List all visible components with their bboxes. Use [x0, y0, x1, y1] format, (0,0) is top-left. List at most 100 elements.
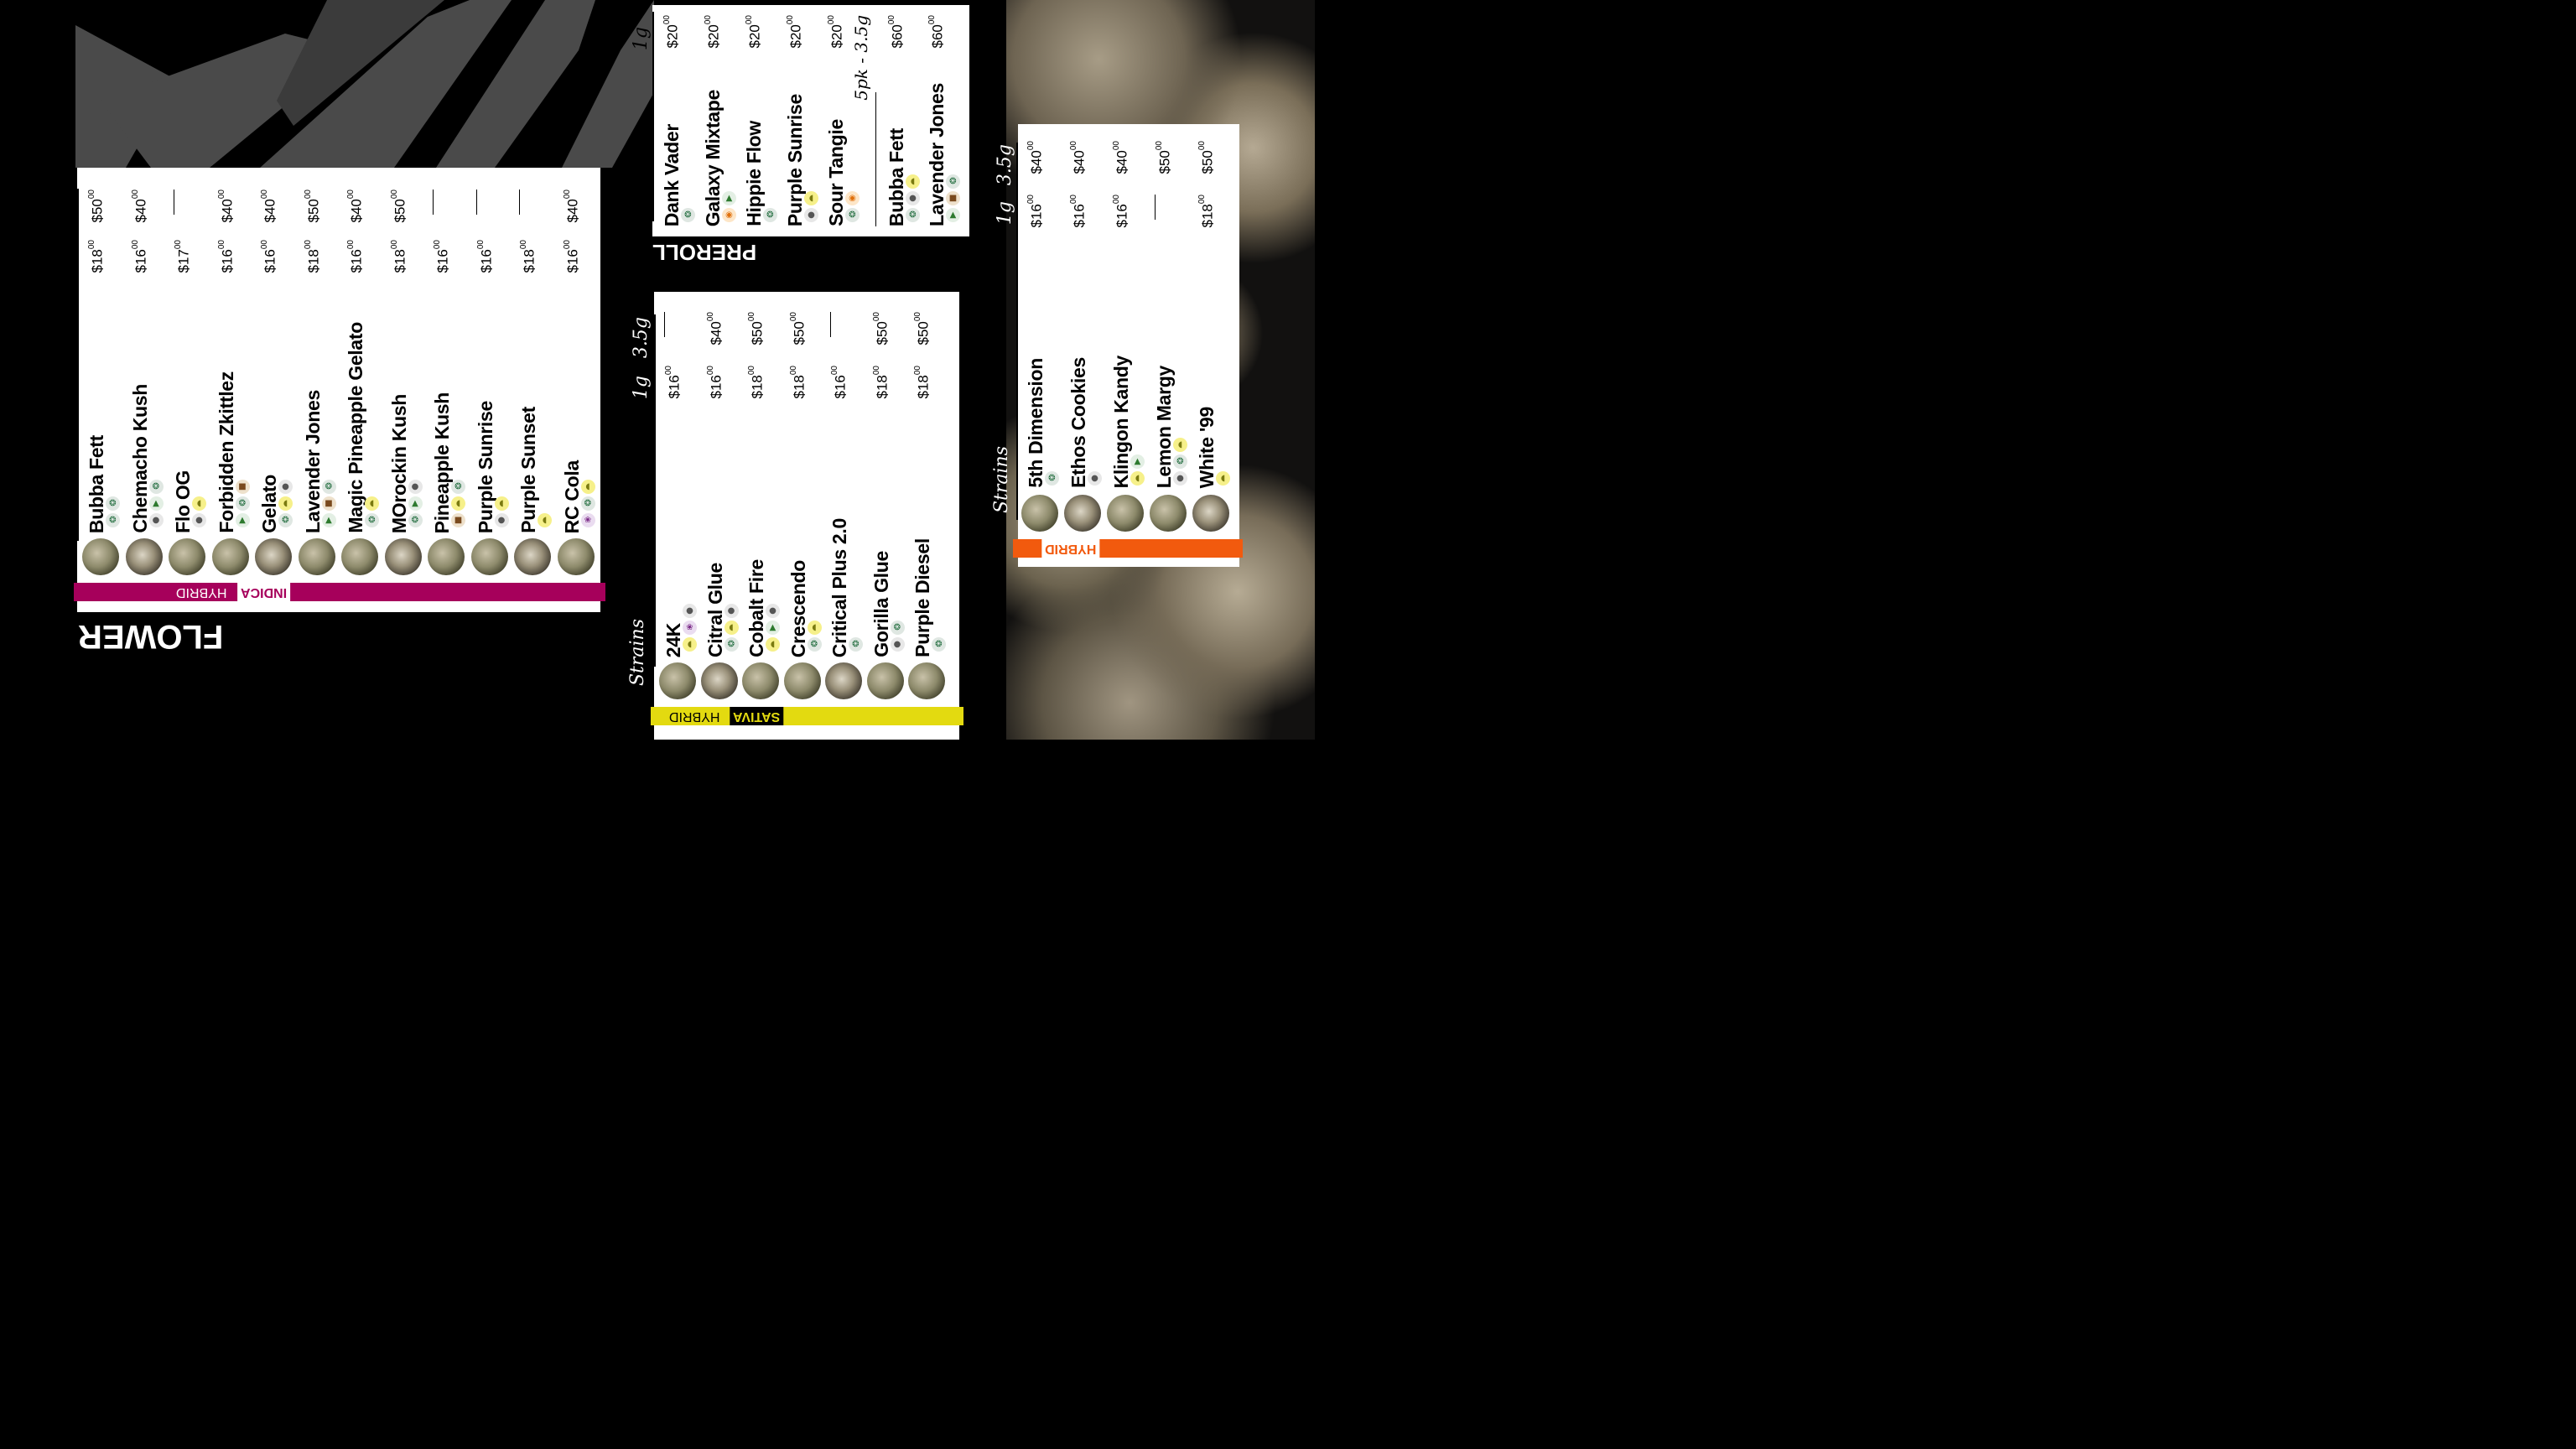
lemon-icon: ◖: [683, 637, 697, 652]
orange-icon: ◉: [722, 208, 736, 222]
price-1g: $1800: [872, 366, 891, 399]
price-value: $18: [874, 375, 891, 399]
hybrid-header-rule: [1016, 143, 1018, 520]
price-cents: 00: [887, 15, 896, 25]
gum-icon: ●: [278, 480, 293, 494]
strain-photo: [1021, 495, 1058, 532]
price-cents: 00: [1197, 141, 1207, 151]
price-value: $50: [791, 321, 808, 345]
strain-photo: [659, 662, 696, 699]
price-value: $16: [1028, 204, 1045, 228]
strain-name: Bubba Fett: [886, 127, 907, 226]
price-cents: 00: [389, 240, 399, 250]
price-cents: 00: [788, 366, 798, 376]
preroll-pack-divider: [875, 92, 876, 226]
sativa-band-label: SATIVA: [730, 707, 784, 725]
price-cents: 00: [1112, 195, 1121, 205]
tree-icon: ▲: [722, 191, 736, 205]
leaf-icon: ❂: [106, 513, 120, 527]
price-1g: $1600: [346, 240, 366, 273]
price-1g: $1800: [747, 366, 766, 399]
gum-icon: ●: [804, 208, 818, 222]
strain-photo: [82, 538, 119, 575]
price-value: $50: [874, 321, 891, 345]
price-value: $50: [1156, 150, 1173, 174]
leaf-icon: ❂: [106, 496, 120, 511]
price-cents: 00: [830, 366, 839, 376]
price-3.5g: $5000: [872, 312, 891, 345]
hybrid-1g-header: 1g: [995, 201, 1015, 226]
tree-icon: ▲: [235, 513, 250, 527]
lemon-icon: ◖: [807, 621, 822, 635]
leaf-icon: ❂: [1173, 454, 1187, 469]
strain-name: Critical Plus 2.0: [828, 517, 850, 657]
orange-icon: ◉: [845, 191, 860, 205]
leaf-icon: ❂: [845, 208, 860, 222]
strain-name: 24K: [662, 622, 684, 657]
leaf-icon: ❂: [451, 480, 465, 494]
sativa-band-hybrid-label: HYBRID: [669, 709, 720, 724]
strain-name: Ethos Cookies: [1067, 357, 1089, 488]
price-1g: $1800: [789, 366, 808, 399]
leaf-icon: ❂: [849, 637, 863, 652]
price-cents: 00: [87, 190, 96, 200]
price-value: $50: [89, 199, 106, 223]
strain-photo: [384, 538, 422, 575]
strain-photo: [211, 538, 249, 575]
price-1g: [1155, 195, 1156, 220]
price-value: $40: [564, 199, 581, 223]
leaf-icon: ❂: [681, 208, 695, 222]
price-cents: 00: [433, 240, 442, 250]
price-cents: 00: [705, 312, 715, 322]
price-3.5g: $4000: [260, 190, 279, 223]
strain-photo: [908, 662, 945, 699]
price-value: $40: [1114, 150, 1130, 174]
strain-photo: [825, 662, 862, 699]
flower-header-rule: [77, 189, 79, 541]
strain-name: Citral Glue: [704, 562, 726, 657]
price-value: $18: [521, 249, 538, 273]
price-cents: 00: [786, 15, 795, 25]
tree-icon: ▲: [1130, 454, 1145, 469]
price-3.5g: $5000: [1197, 141, 1217, 174]
leaf-icon: ❂: [365, 513, 379, 527]
price-1g: $1600: [260, 240, 279, 273]
leaf-icon: ❂: [580, 496, 595, 511]
price-3.5g: $4000: [131, 190, 150, 223]
price-cents: 00: [174, 240, 183, 250]
price-cents: 00: [260, 190, 269, 200]
price-cents: 00: [562, 240, 572, 250]
price-1g: $1800: [390, 240, 409, 273]
price-value: $40: [262, 199, 278, 223]
strain-photo: [298, 538, 335, 575]
price-value: $16: [1114, 204, 1130, 228]
strain-name: 5th Dimension: [1025, 358, 1046, 488]
price-3.5g: $5000: [87, 190, 106, 223]
price-cents: 00: [562, 190, 572, 200]
sativa-1g-header: 1g: [631, 376, 652, 400]
berry-icon: ❀: [580, 513, 595, 527]
preroll-strains-header: Strains: [626, 164, 647, 232]
leaf-logo-background: [75, 0, 654, 168]
strain-photo: [742, 662, 779, 699]
leaf-icon: ❂: [148, 480, 164, 494]
gum-icon: ●: [408, 480, 423, 494]
price-1g: $1800: [87, 240, 106, 273]
gum-icon: ●: [683, 604, 697, 618]
strain-name: MOrockin Kush: [387, 393, 410, 533]
price-cents: 00: [788, 312, 798, 322]
lemon-icon: ◖: [192, 496, 206, 511]
indica-hybrid-band: INDICA HYBRID: [74, 583, 605, 601]
price-value: $16: [832, 375, 849, 399]
price-value: $40: [1028, 150, 1045, 174]
price-1g: $1600: [131, 240, 150, 273]
gum-icon: ●: [1173, 471, 1187, 486]
price-1g: $1600: [476, 240, 496, 273]
lemon-icon: ◖: [804, 191, 818, 205]
flower-35g-header: 3.5g: [55, 191, 76, 233]
leaf-icon: ❂: [890, 621, 905, 635]
gum-icon: ●: [148, 513, 164, 527]
price-cents: 00: [475, 240, 486, 250]
price-value: $18: [89, 249, 106, 273]
tree-icon: ▲: [408, 496, 423, 511]
